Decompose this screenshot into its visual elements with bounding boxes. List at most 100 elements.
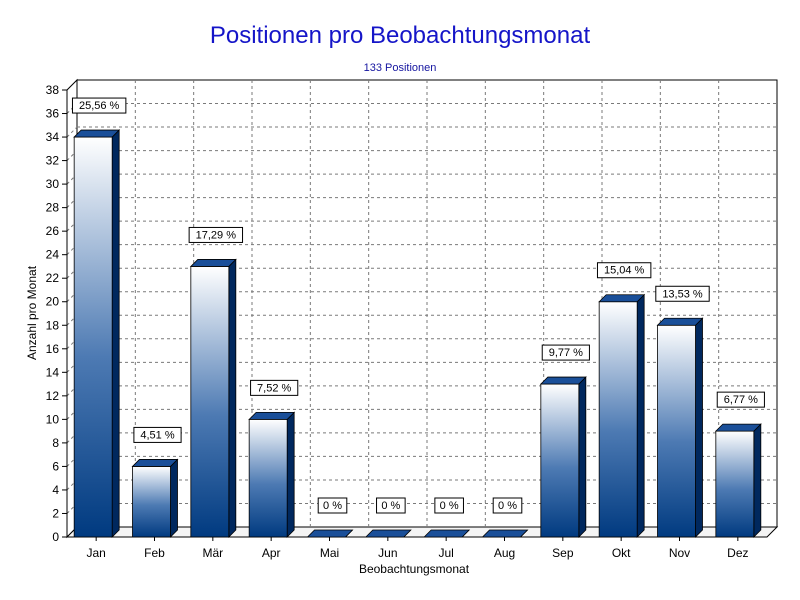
- bar: [656, 317, 704, 538]
- data-label: 0 %: [376, 497, 406, 514]
- y-tick-label: 8: [52, 436, 59, 450]
- bar: [364, 529, 412, 538]
- data-label: 25,56 %: [71, 97, 127, 114]
- bar-front: [657, 324, 696, 538]
- chart-title: Positionen pro Beobachtungsmonat: [209, 22, 591, 49]
- y-tick-label: 32: [46, 154, 60, 168]
- bar: [539, 376, 587, 538]
- x-tick-label: Apr: [262, 546, 281, 560]
- bar-top: [131, 459, 179, 467]
- gridline-wall: [66, 126, 78, 138]
- data-label: 17,29 %: [188, 226, 244, 243]
- bar: [131, 458, 179, 538]
- gridline-wall: [66, 267, 78, 279]
- x-tick-label: Nov: [669, 546, 690, 560]
- data-labels: 25,56 % 4,51 % 17,29 % 7,52 % 0 % 0 % 0 % 0 % 9,…: [71, 97, 765, 514]
- data-label-text: 0 %: [381, 500, 400, 512]
- bars: [73, 129, 762, 538]
- data-label: 9,77 %: [541, 344, 590, 361]
- data-label-text: 25,56 %: [79, 100, 120, 112]
- bar: [423, 529, 471, 538]
- bar-side: [111, 129, 120, 538]
- data-label: 4,51 %: [133, 426, 182, 443]
- gridline-wall: [66, 291, 78, 303]
- data-label-text: 17,29 %: [196, 229, 237, 241]
- y-tick-label: 14: [46, 365, 60, 379]
- x-tick-label: Jan: [86, 546, 105, 560]
- data-label-box: [434, 497, 464, 514]
- y-tick-label: 20: [46, 295, 60, 309]
- gridline-wall: [66, 409, 78, 420]
- bar-side: [636, 293, 645, 538]
- x-tick-label: Mär: [202, 546, 223, 560]
- data-label-text: 13,53 %: [662, 288, 703, 300]
- data-label: 0 %: [492, 497, 523, 514]
- gridline-wall: [66, 244, 78, 256]
- gridline-wall: [66, 479, 78, 491]
- bar-side: [578, 376, 587, 538]
- data-label-box: [71, 97, 127, 114]
- data-label-box: [317, 497, 348, 514]
- bar: [73, 129, 121, 538]
- bar: [714, 423, 762, 538]
- y-tick-label: 4: [52, 483, 59, 497]
- x-axis-title: Beobachtungsmonat: [359, 562, 470, 576]
- data-label-box: [133, 426, 182, 443]
- x-tick-label: Mai: [320, 546, 339, 560]
- bar-side: [695, 317, 703, 538]
- bar-top: [248, 411, 296, 420]
- y-axis-title: Anzahl pro Monat: [25, 265, 39, 360]
- bar-top: [481, 529, 529, 538]
- gridline-wall: [66, 173, 78, 185]
- y-tick-label: 38: [46, 83, 60, 97]
- bar-top: [656, 317, 704, 326]
- data-label-text: 9,77 %: [549, 347, 583, 359]
- bar: [598, 293, 646, 538]
- bar: [189, 258, 237, 538]
- gridline-wall: [66, 150, 78, 161]
- y-tick-label: 36: [46, 107, 60, 121]
- data-label-box: [376, 497, 406, 514]
- bar-side: [286, 411, 295, 538]
- data-label: 7,52 %: [250, 379, 299, 396]
- gridline-wall: [66, 432, 78, 444]
- bar-side: [228, 258, 237, 538]
- gridline-wall: [66, 220, 78, 232]
- y-tick-label: 22: [46, 271, 60, 285]
- y-tick-label: 26: [46, 224, 60, 238]
- gridline-wall: [66, 338, 78, 350]
- y-tick-label: 16: [46, 342, 60, 356]
- x-tick-label: Okt: [612, 546, 631, 560]
- data-label-box: [188, 226, 244, 243]
- y-tick-label: 0: [52, 530, 59, 544]
- bar-top: [714, 423, 762, 432]
- data-label-text: 7,52 %: [257, 382, 291, 394]
- bar-top: [364, 529, 412, 538]
- bar-front: [248, 418, 288, 538]
- bar-side: [170, 458, 178, 538]
- data-label: 13,53 %: [655, 285, 710, 302]
- bar-top: [189, 259, 237, 267]
- data-label-text: 15,04 %: [604, 265, 645, 277]
- bar-top: [423, 529, 471, 538]
- data-label-text: 0 %: [440, 500, 459, 512]
- gridline-wall: [66, 456, 78, 467]
- x-tick-label: Sep: [552, 546, 574, 560]
- data-label-text: 4,51 %: [140, 429, 174, 441]
- gridline-wall: [66, 197, 78, 208]
- gridline-wall: [66, 314, 78, 326]
- y-tick-label: 10: [46, 412, 60, 426]
- y-tick-label: 24: [46, 248, 60, 262]
- data-label-box: [250, 379, 299, 396]
- data-label-text: 6,77 %: [724, 394, 758, 406]
- x-tick-label: Feb: [144, 546, 165, 560]
- x-tick-label: Jun: [378, 546, 397, 560]
- bar-top: [539, 376, 587, 385]
- y-tick-label: 18: [46, 318, 60, 332]
- data-label-box: [492, 497, 523, 514]
- data-label: 0 %: [317, 497, 348, 514]
- gridline-wall: [66, 361, 78, 373]
- y-tick-label: 12: [46, 389, 60, 403]
- bar: [481, 529, 529, 538]
- data-label-text: 0 %: [498, 500, 517, 512]
